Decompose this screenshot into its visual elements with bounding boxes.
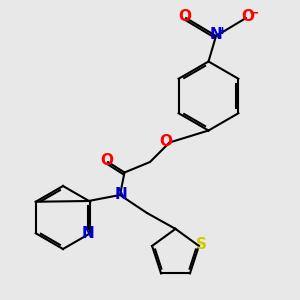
Text: O: O bbox=[159, 134, 172, 148]
Text: O: O bbox=[241, 9, 254, 24]
Text: −: − bbox=[249, 6, 260, 19]
Text: N: N bbox=[82, 226, 94, 241]
Text: N: N bbox=[114, 187, 127, 202]
Text: +: + bbox=[218, 26, 227, 36]
Text: S: S bbox=[196, 238, 207, 253]
Text: N: N bbox=[210, 27, 222, 42]
Text: O: O bbox=[178, 9, 191, 24]
Text: O: O bbox=[100, 153, 113, 168]
